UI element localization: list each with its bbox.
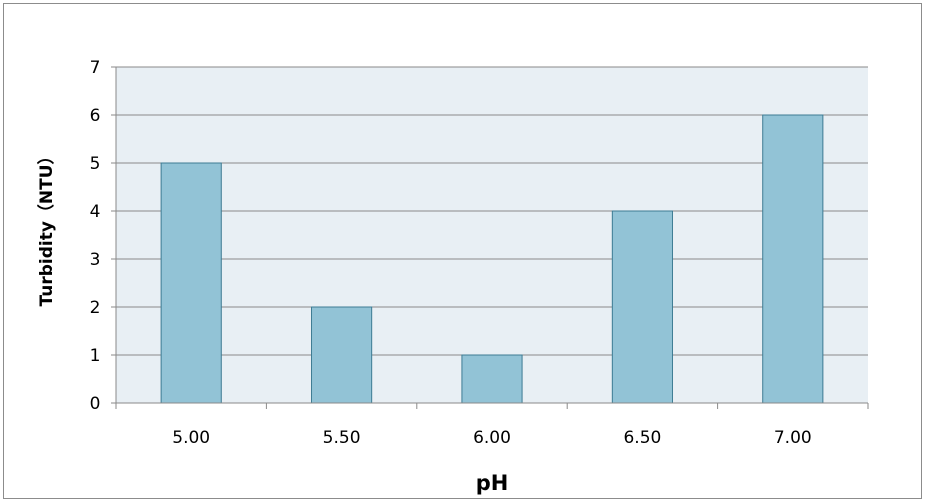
x-tick-label: 5.00 [172,428,210,448]
x-axis-title: pH [476,471,509,495]
x-tick-label: 6.00 [473,428,511,448]
x-tick-label: 7.00 [774,428,812,448]
bars [160,114,824,404]
x-tick-labels: 5.00 5.50 6.00 6.50 7.00 [172,428,811,448]
y-tick-label: 6 [90,106,101,126]
y-tick-label: 5 [90,154,101,174]
y-tick-label: 0 [90,394,101,414]
gridlines [116,66,868,356]
y-tick-label: 3 [90,250,101,270]
bar [311,306,373,404]
axes [111,66,869,409]
y-tick-label: 1 [90,346,101,366]
y-axis-title: Turbidity（NTU） [36,147,57,306]
bar [762,114,824,404]
y-tick-labels: 0 1 2 3 4 5 6 7 [90,58,101,414]
x-tick-label: 6.50 [623,428,661,448]
plot-area [116,67,868,403]
y-tick-label: 4 [90,202,101,222]
bar [160,162,222,404]
y-tick-label: 7 [90,58,101,78]
bar [461,354,523,404]
bar [611,210,673,404]
x-tick-label: 5.50 [323,428,361,448]
y-tick-label: 2 [90,298,101,318]
